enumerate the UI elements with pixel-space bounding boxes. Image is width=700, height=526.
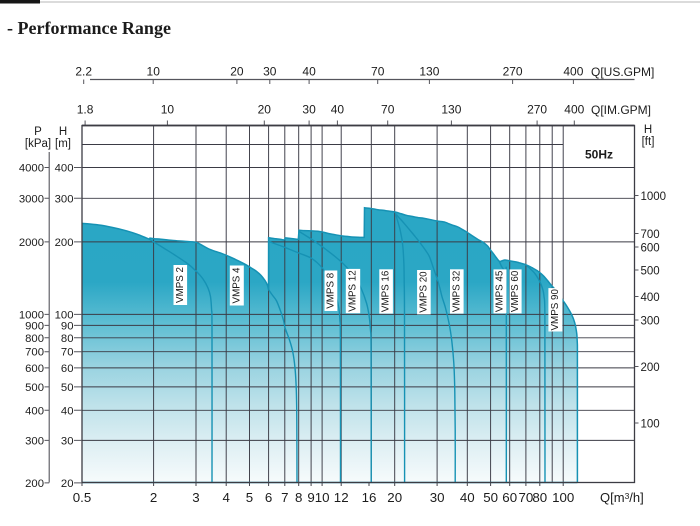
svg-text:70: 70 — [371, 65, 385, 79]
svg-text:100: 100 — [55, 309, 74, 321]
svg-text:600: 600 — [641, 243, 660, 255]
svg-text:130: 130 — [441, 103, 461, 117]
svg-text:700: 700 — [641, 229, 660, 241]
svg-text:7: 7 — [281, 490, 288, 505]
svg-text:Q[m3/h]: Q[m3/h] — [600, 490, 644, 505]
svg-text:300: 300 — [641, 316, 660, 328]
svg-text:10: 10 — [161, 103, 175, 117]
svg-text:90: 90 — [61, 320, 74, 332]
svg-text:VMPS 4: VMPS 4 — [231, 267, 242, 303]
svg-text:20: 20 — [61, 478, 74, 490]
svg-text:2.2: 2.2 — [75, 65, 92, 79]
svg-text:8: 8 — [295, 490, 302, 505]
svg-text:2000: 2000 — [19, 237, 44, 249]
svg-text:50Hz: 50Hz — [585, 148, 613, 162]
svg-text:4000: 4000 — [19, 163, 44, 175]
svg-text:4: 4 — [222, 490, 229, 505]
svg-text:VMPS 60: VMPS 60 — [510, 270, 521, 312]
svg-text:0.5: 0.5 — [73, 490, 92, 505]
svg-text:50: 50 — [483, 490, 498, 505]
svg-text:[ft]: [ft] — [642, 136, 655, 148]
svg-text:100: 100 — [641, 419, 660, 431]
svg-text:200: 200 — [641, 362, 660, 374]
svg-text:12: 12 — [334, 490, 349, 505]
svg-text:VMPS 2: VMPS 2 — [175, 267, 186, 303]
svg-text:VMPS 45: VMPS 45 — [495, 270, 506, 312]
svg-text:200: 200 — [55, 237, 74, 249]
svg-text:700: 700 — [25, 347, 44, 359]
svg-text:- Performance Range: - Performance Range — [7, 18, 171, 38]
svg-text:1000: 1000 — [19, 309, 44, 321]
svg-text:40: 40 — [331, 103, 345, 117]
svg-text:30: 30 — [61, 435, 74, 447]
svg-text:VMPS 8: VMPS 8 — [325, 272, 336, 308]
svg-text:9: 9 — [307, 490, 314, 505]
svg-text:10: 10 — [147, 65, 161, 79]
svg-text:Q[IM.GPM]: Q[IM.GPM] — [591, 103, 651, 117]
svg-text:VMPS 90: VMPS 90 — [550, 289, 561, 331]
svg-text:100: 100 — [552, 490, 574, 505]
svg-text:70: 70 — [519, 490, 534, 505]
svg-text:16: 16 — [362, 490, 377, 505]
svg-text:80: 80 — [532, 490, 547, 505]
svg-text:Q[US.GPM]: Q[US.GPM] — [591, 65, 654, 79]
svg-text:[kPa]: [kPa] — [25, 138, 51, 150]
svg-text:30: 30 — [263, 65, 277, 79]
svg-text:400: 400 — [641, 292, 660, 304]
svg-text:VMPS 16: VMPS 16 — [381, 270, 392, 312]
svg-text:500: 500 — [25, 382, 44, 394]
svg-text:400: 400 — [564, 103, 584, 117]
svg-text:40: 40 — [302, 65, 316, 79]
svg-text:270: 270 — [527, 103, 547, 117]
svg-text:270: 270 — [503, 65, 523, 79]
svg-text:6: 6 — [265, 490, 272, 505]
svg-text:200: 200 — [25, 478, 44, 490]
svg-text:30: 30 — [302, 103, 316, 117]
svg-text:40: 40 — [460, 490, 475, 505]
svg-text:20: 20 — [258, 103, 272, 117]
svg-text:[m]: [m] — [55, 138, 71, 150]
svg-text:10: 10 — [315, 490, 330, 505]
svg-text:5: 5 — [246, 490, 253, 505]
svg-text:20: 20 — [230, 65, 244, 79]
svg-text:1000: 1000 — [641, 191, 667, 203]
svg-text:H: H — [644, 124, 652, 136]
svg-text:3000: 3000 — [19, 193, 44, 205]
svg-text:400: 400 — [25, 405, 44, 417]
svg-text:H: H — [59, 126, 67, 138]
svg-text:VMPS 20: VMPS 20 — [418, 271, 429, 313]
svg-text:P: P — [34, 126, 42, 138]
svg-text:70: 70 — [381, 103, 395, 117]
svg-text:1.8: 1.8 — [77, 103, 94, 117]
svg-text:900: 900 — [25, 320, 44, 332]
svg-text:VMPS 32: VMPS 32 — [451, 271, 462, 312]
svg-text:300: 300 — [55, 193, 74, 205]
svg-text:500: 500 — [641, 266, 660, 278]
svg-text:80: 80 — [61, 333, 74, 345]
svg-text:800: 800 — [25, 333, 44, 345]
svg-text:50: 50 — [61, 382, 74, 394]
svg-text:130: 130 — [419, 65, 439, 79]
svg-text:30: 30 — [430, 490, 445, 505]
svg-text:70: 70 — [61, 347, 74, 359]
svg-text:400: 400 — [563, 65, 583, 79]
svg-text:400: 400 — [55, 163, 74, 175]
svg-text:60: 60 — [502, 490, 517, 505]
svg-text:3: 3 — [192, 490, 199, 505]
svg-text:300: 300 — [25, 435, 44, 447]
svg-text:20: 20 — [387, 490, 402, 505]
svg-text:40: 40 — [61, 405, 74, 417]
svg-text:600: 600 — [25, 363, 44, 375]
svg-text:2: 2 — [150, 490, 157, 505]
svg-text:60: 60 — [61, 363, 74, 375]
svg-text:VMPS 12: VMPS 12 — [348, 270, 359, 311]
